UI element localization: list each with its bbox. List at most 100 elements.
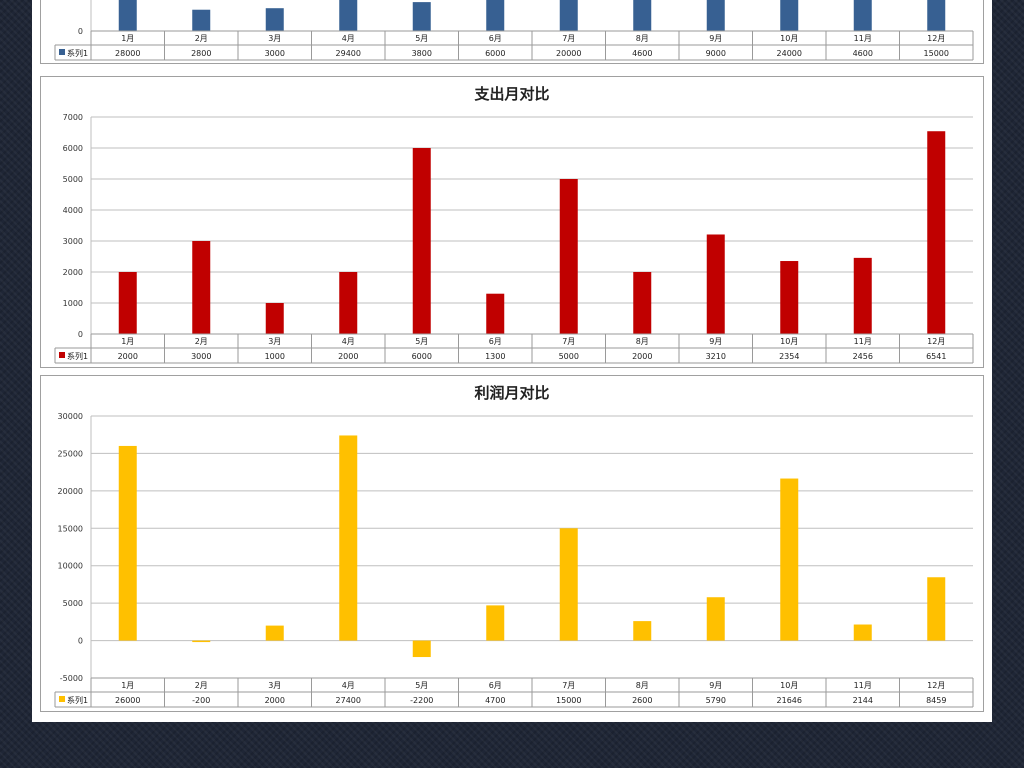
bar bbox=[339, 272, 358, 334]
category-label: 4月 bbox=[342, 34, 355, 43]
bar bbox=[780, 478, 799, 641]
category-label: 3月 bbox=[268, 34, 281, 43]
profit-chart-panel: 利润月对比 -5000 0 5000 10000 15000 20000 25000 30000… bbox=[40, 375, 984, 712]
legend-label: 系列1 bbox=[67, 351, 88, 361]
data-label: 28000 bbox=[115, 49, 140, 58]
data-label: 15000 bbox=[924, 49, 949, 58]
y-tick-label: 25000 bbox=[58, 449, 83, 458]
bar bbox=[927, 131, 946, 334]
category-label: 9月 bbox=[709, 681, 722, 690]
data-label: 2000 bbox=[265, 696, 285, 705]
data-label: 20000 bbox=[556, 49, 581, 58]
bar bbox=[486, 605, 505, 641]
bar bbox=[412, 2, 431, 32]
data-label: 6000 bbox=[412, 352, 432, 361]
y-tick-label: 15000 bbox=[58, 524, 83, 533]
bar bbox=[559, 179, 578, 334]
category-label: 4月 bbox=[342, 681, 355, 690]
y-tick-label: -5000 bbox=[60, 674, 83, 683]
income-chart: 050001月2月3月4月5月6月7月8月9月10月11月12月28000280… bbox=[54, 0, 974, 61]
bar bbox=[265, 303, 284, 334]
y-tick-label: 0 bbox=[78, 330, 83, 339]
data-label: 2600 bbox=[632, 696, 652, 705]
y-tick-label: 6000 bbox=[63, 144, 83, 153]
legend-key bbox=[59, 696, 65, 702]
chart-title: 支出月对比 bbox=[473, 85, 549, 103]
category-label: 5月 bbox=[415, 337, 428, 346]
bar bbox=[853, 624, 872, 641]
category-label: 8月 bbox=[636, 681, 649, 690]
data-label: -200 bbox=[192, 696, 210, 705]
category-label: 8月 bbox=[636, 337, 649, 346]
category-label: 5月 bbox=[415, 34, 428, 43]
category-label: 2月 bbox=[195, 34, 208, 43]
spreadsheet-sheet: 050001月2月3月4月5月6月7月8月9月10月11月12月28000280… bbox=[32, 0, 992, 722]
income-chart-panel: 050001月2月3月4月5月6月7月8月9月10月11月12月28000280… bbox=[40, 0, 984, 64]
y-tick-label: 7000 bbox=[63, 113, 83, 122]
profit-chart: 利润月对比 -5000 0 5000 10000 15000 20000 25000 30000… bbox=[54, 384, 974, 708]
category-label: 1月 bbox=[121, 337, 134, 346]
bar bbox=[486, 0, 505, 31]
bar bbox=[706, 234, 725, 334]
category-label: 7月 bbox=[562, 34, 575, 43]
bar bbox=[339, 0, 358, 31]
y-tick-label: 5000 bbox=[63, 175, 83, 184]
data-label: 4600 bbox=[632, 49, 652, 58]
data-label: 2000 bbox=[338, 352, 358, 361]
bar bbox=[486, 293, 505, 334]
bar bbox=[265, 625, 284, 641]
data-label: 27400 bbox=[336, 696, 361, 705]
bar bbox=[633, 272, 652, 334]
category-label: 3月 bbox=[268, 681, 281, 690]
bar bbox=[559, 0, 578, 31]
data-label: 2000 bbox=[118, 352, 138, 361]
legend-key bbox=[59, 49, 65, 55]
data-label: 5000 bbox=[559, 352, 579, 361]
data-label: 2000 bbox=[632, 352, 652, 361]
category-label: 9月 bbox=[709, 34, 722, 43]
data-label: 6541 bbox=[926, 352, 946, 361]
category-label: 5月 bbox=[415, 681, 428, 690]
bar bbox=[853, 257, 872, 334]
y-tick-label: 30000 bbox=[58, 412, 83, 421]
legend-label: 系列1 bbox=[67, 48, 88, 58]
bar bbox=[633, 0, 652, 31]
bar bbox=[118, 272, 137, 334]
chart-title: 利润月对比 bbox=[474, 384, 549, 402]
bar bbox=[706, 0, 725, 31]
category-label: 12月 bbox=[927, 337, 945, 346]
data-label: 1300 bbox=[485, 352, 505, 361]
bar bbox=[118, 445, 137, 641]
bar bbox=[118, 0, 137, 31]
category-label: 11月 bbox=[854, 681, 872, 690]
bar bbox=[192, 9, 211, 31]
bar bbox=[412, 640, 431, 658]
y-tick-label: 0 bbox=[78, 27, 83, 36]
y-tick-label: 3000 bbox=[63, 237, 83, 246]
bar bbox=[780, 261, 799, 334]
category-label: 10月 bbox=[780, 681, 798, 690]
data-label: 8459 bbox=[926, 696, 946, 705]
bar bbox=[192, 241, 211, 334]
y-tick-label: 1000 bbox=[63, 299, 83, 308]
category-label: 7月 bbox=[562, 337, 575, 346]
category-label: 11月 bbox=[854, 34, 872, 43]
data-label: 2354 bbox=[779, 352, 799, 361]
data-label: 2800 bbox=[191, 49, 211, 58]
bar bbox=[412, 148, 431, 334]
data-label: 2144 bbox=[853, 696, 873, 705]
bar bbox=[265, 8, 284, 31]
category-label: 10月 bbox=[780, 34, 798, 43]
bar bbox=[559, 528, 578, 641]
expense-chart-panel: 支出月对比 0 1000 2000 3000 4000 5000 6000 7000 1月 2月 3月… bbox=[40, 76, 984, 368]
data-label: 3000 bbox=[191, 352, 211, 361]
data-label: 5790 bbox=[706, 696, 726, 705]
y-tick-label: 0 bbox=[78, 637, 83, 646]
y-tick-label: 4000 bbox=[63, 206, 83, 215]
data-label: 29400 bbox=[336, 49, 361, 58]
category-label: 2月 bbox=[195, 681, 208, 690]
category-label: 12月 bbox=[927, 681, 945, 690]
data-label: 15000 bbox=[556, 696, 581, 705]
category-label: 1月 bbox=[121, 34, 134, 43]
data-label: 21646 bbox=[777, 696, 802, 705]
